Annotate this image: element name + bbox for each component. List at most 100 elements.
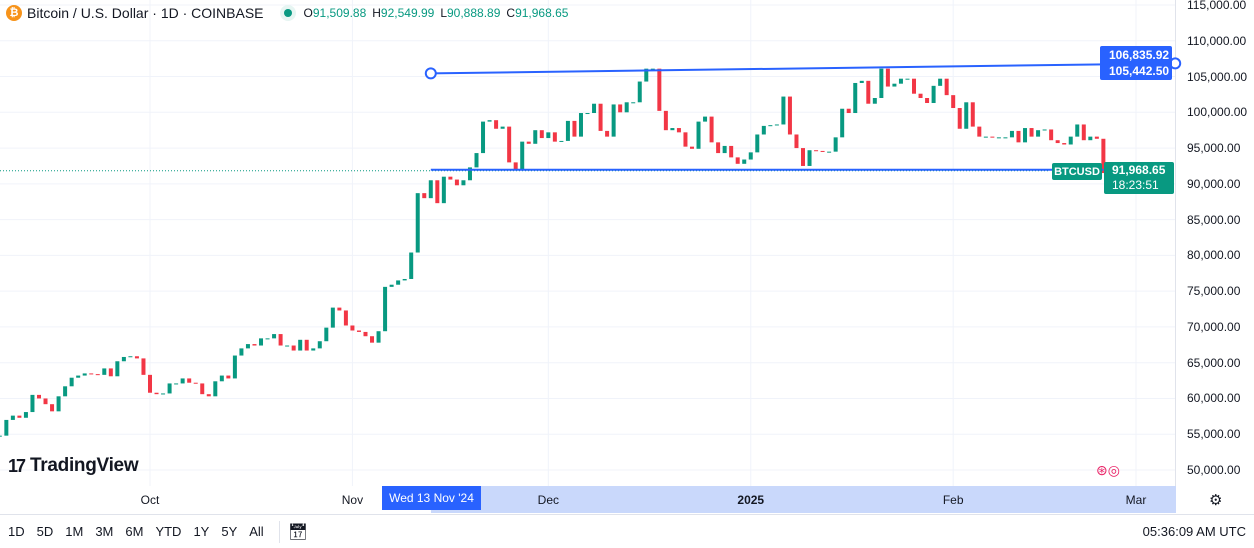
candle: [376, 331, 381, 343]
candle: [814, 150, 819, 152]
symbol-legend: ₿ Bitcoin / U.S. Dollar · 1D · COINBASE …: [6, 5, 574, 21]
candle: [689, 146, 694, 149]
candle: [10, 415, 15, 420]
candle: [794, 134, 799, 149]
candle: [801, 148, 805, 166]
candle: [853, 82, 858, 114]
candle: [748, 152, 753, 160]
range-button-5d[interactable]: 5D: [36, 524, 54, 539]
candle: [663, 110, 668, 131]
candle: [82, 373, 87, 376]
range-button-5y[interactable]: 5Y: [221, 524, 238, 539]
time-axis-label: Mar: [1125, 493, 1147, 507]
price-axis-label: 70,000.00: [1187, 319, 1241, 334]
candle: [611, 104, 616, 137]
candle: [226, 375, 231, 379]
candle: [23, 412, 28, 418]
range-button-3m[interactable]: 3M: [95, 524, 114, 539]
ohlc-low: L90,888.89: [440, 6, 501, 20]
candle: [409, 252, 414, 279]
candle: [89, 373, 94, 375]
candle: [670, 128, 675, 131]
candle: [337, 307, 342, 311]
candle: [605, 130, 610, 137]
candle: [128, 356, 133, 358]
candle: [1088, 136, 1093, 141]
candle: [578, 113, 583, 137]
candle: [487, 120, 492, 122]
candle: [787, 96, 792, 135]
candle: [624, 102, 629, 113]
candle: [448, 176, 453, 180]
candle: [363, 331, 368, 337]
candle: [383, 286, 388, 332]
candle: [1101, 138, 1106, 174]
candle: [696, 121, 701, 149]
candle: [709, 116, 714, 143]
candle: [879, 68, 884, 98]
candle: [925, 98, 930, 104]
candle: [76, 375, 81, 378]
last-price-label: 91,968.65 18:23:51: [1104, 162, 1174, 194]
time-axis[interactable]: Oct Nov Dec 2025 Feb Mar Wed 13 Nov '24 ⚙: [0, 486, 1254, 514]
candle: [716, 142, 721, 154]
trendline-right-value: 106,835.92: [1109, 48, 1170, 62]
candle: [1049, 129, 1054, 141]
price-chart[interactable]: [0, 0, 1254, 486]
candle: [735, 157, 740, 164]
tradingview-logo-icon: 17: [8, 455, 26, 476]
events-icon[interactable]: ⊛◎: [1096, 462, 1120, 478]
symbol-title[interactable]: Bitcoin / U.S. Dollar · 1D · COINBASE: [27, 5, 264, 21]
range-button-ytd[interactable]: YTD: [155, 524, 182, 539]
clock[interactable]: 05:36:09 AM UTC: [1142, 524, 1246, 539]
candle: [520, 141, 525, 171]
candle: [1009, 130, 1014, 138]
candle: [565, 120, 570, 141]
candle: [102, 368, 107, 375]
candle: [200, 383, 205, 395]
candle: [983, 136, 988, 138]
candle: [252, 344, 257, 346]
tradingview-logo[interactable]: 17 TradingView: [8, 455, 139, 477]
candle: [17, 415, 22, 418]
candle: [898, 78, 903, 84]
candle: [285, 345, 290, 347]
candle: [454, 179, 459, 186]
bitcoin-icon: ₿: [6, 5, 22, 21]
candle: [30, 394, 35, 413]
candle: [722, 145, 727, 154]
candle: [761, 125, 766, 135]
candle: [180, 378, 185, 384]
candle: [872, 98, 877, 104]
settings-gear-icon[interactable]: ⚙: [1209, 492, 1223, 509]
candle: [174, 383, 179, 385]
candle: [4, 419, 9, 436]
candle: [435, 180, 440, 204]
candle: [422, 193, 427, 199]
logo-text: TradingView: [30, 455, 139, 476]
candle: [774, 124, 779, 126]
range-button-1d[interactable]: 1D: [8, 524, 25, 539]
candle: [356, 330, 361, 332]
time-axis-label: Nov: [341, 493, 364, 507]
candle: [245, 344, 250, 349]
price-axis-label: 50,000.00: [1187, 463, 1241, 477]
candle: [167, 383, 172, 394]
candle: [193, 382, 198, 384]
range-button-6m[interactable]: 6M: [125, 524, 144, 539]
range-button-1m[interactable]: 1M: [65, 524, 84, 539]
candle: [905, 78, 910, 80]
candle: [324, 327, 329, 342]
candle: [559, 140, 564, 142]
candle: [56, 396, 61, 412]
crosshair-date-label: Wed 13 Nov '24: [382, 486, 481, 510]
price-axis-label: 65,000.00: [1187, 355, 1241, 370]
goto-date-calendar-icon[interactable]: 📅︎: [287, 523, 309, 541]
candle: [304, 339, 309, 351]
candle: [931, 85, 936, 104]
candle: [918, 93, 923, 98]
candle: [402, 278, 407, 281]
candle: [742, 159, 747, 164]
range-button-all[interactable]: All: [249, 524, 264, 539]
range-button-1y[interactable]: 1Y: [193, 524, 210, 539]
